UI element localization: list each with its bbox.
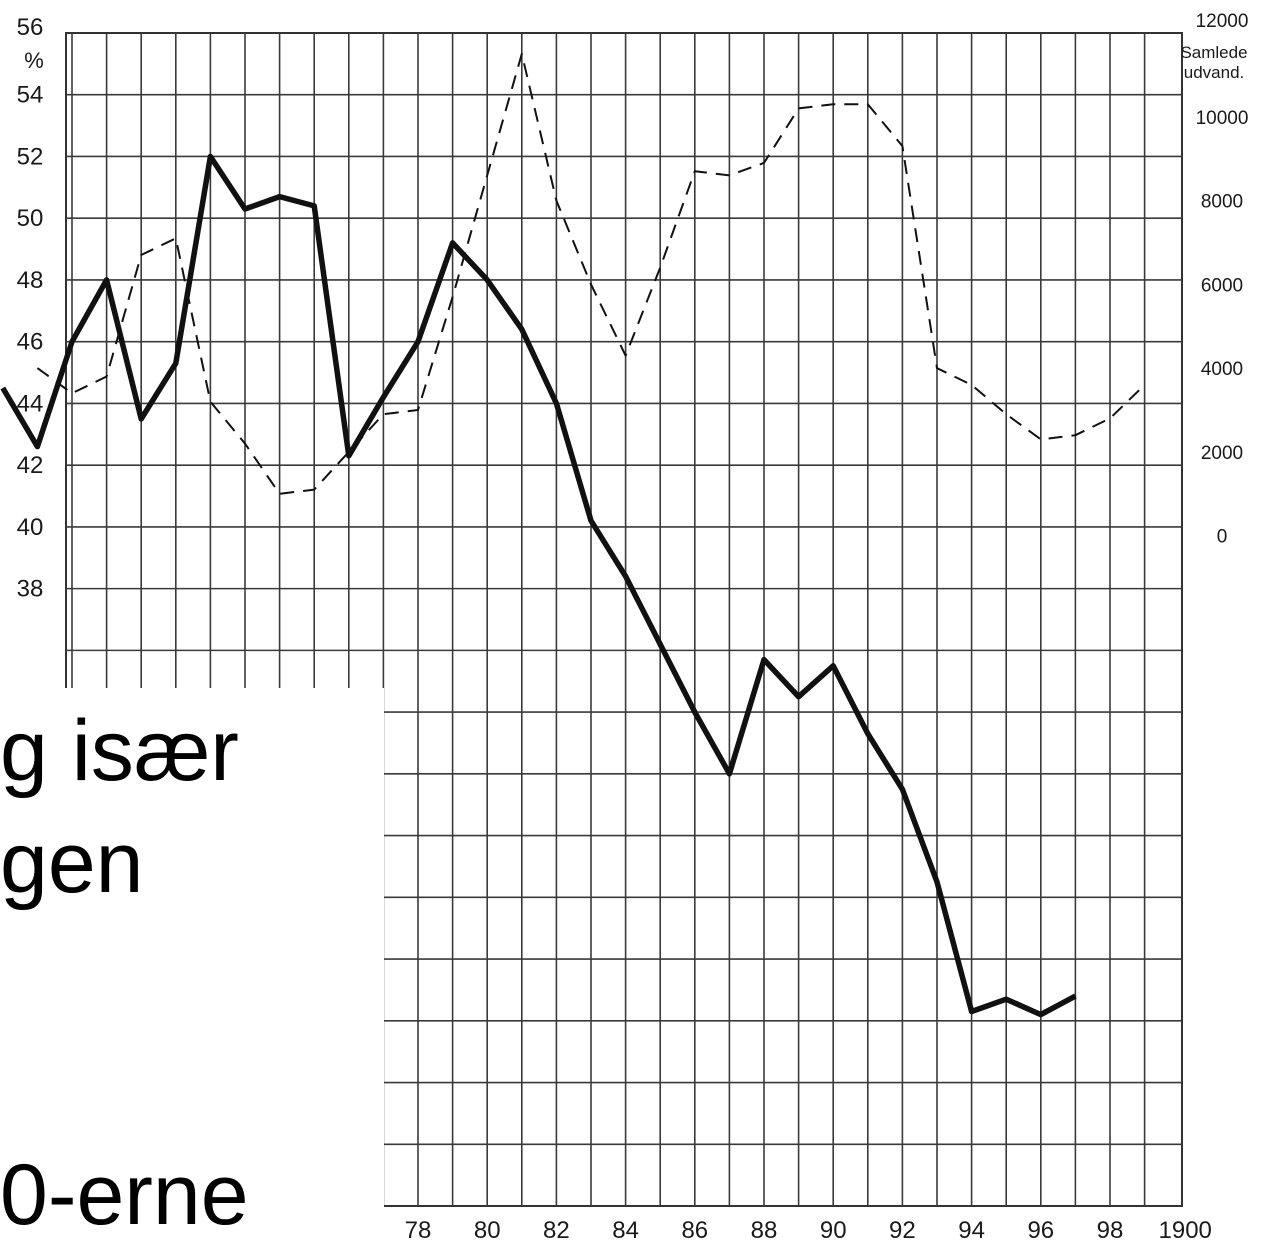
left-tick-label: 56 <box>17 14 44 41</box>
right-tick-label: 2000 <box>1201 443 1243 464</box>
overlay-text-line3: 0-erne <box>0 1147 249 1243</box>
plot-frame <box>65 32 1183 1207</box>
right-tick-label: 0 <box>1217 527 1228 548</box>
x-tick-label: 96 <box>1027 1217 1054 1244</box>
left-tick-label: 38 <box>17 576 44 603</box>
left-tick-label: 48 <box>17 267 44 294</box>
series-line-dashed <box>36 52 1146 495</box>
right-tick-label: 12000 <box>1196 11 1249 32</box>
series-lines <box>0 52 1146 1018</box>
left-tick-label: 44 <box>17 390 44 417</box>
right-tick-label: 10000 <box>1196 108 1249 129</box>
x-tick-label: 88 <box>751 1217 778 1244</box>
x-axis-ticks: 78 80 82 84 86 88 90 92 94 96 98 1900 <box>405 1217 1212 1244</box>
left-tick-label: 52 <box>17 143 44 170</box>
left-tick-label: 40 <box>17 514 44 541</box>
right-tick-label: 8000 <box>1201 192 1243 213</box>
x-tick-label: 1900 <box>1159 1217 1212 1244</box>
x-tick-label: 80 <box>474 1217 501 1244</box>
left-tick-label: 54 <box>17 82 44 109</box>
series-line-solid <box>0 153 1077 1018</box>
right-axis-label-line2: udvand. <box>1184 63 1245 82</box>
overlay-text-line1: g især <box>0 703 239 799</box>
left-axis-ticks: 56 54 52 50 48 46 44 42 40 38 <box>17 14 44 603</box>
right-axis-label-line1: Samlede <box>1180 43 1247 62</box>
left-axis-unit: % <box>24 48 44 73</box>
right-axis-ticks: 12000 10000 8000 6000 4000 2000 0 <box>1196 11 1249 548</box>
x-tick-label: 84 <box>612 1217 639 1244</box>
overlay-mask <box>0 688 384 1246</box>
x-tick-label: 92 <box>889 1217 916 1244</box>
right-tick-label: 6000 <box>1201 275 1243 296</box>
left-tick-label: 46 <box>17 329 44 356</box>
x-tick-label: 94 <box>958 1217 985 1244</box>
x-tick-label: 90 <box>820 1217 847 1244</box>
x-tick-label: 98 <box>1097 1217 1124 1244</box>
overlay-text-line2: gen <box>0 815 144 911</box>
x-tick-label: 86 <box>681 1217 708 1244</box>
left-tick-label: 42 <box>17 452 44 479</box>
x-tick-label: 78 <box>405 1217 432 1244</box>
left-tick-label: 50 <box>17 205 44 232</box>
x-tick-label: 82 <box>543 1217 570 1244</box>
right-tick-label: 4000 <box>1201 359 1243 380</box>
